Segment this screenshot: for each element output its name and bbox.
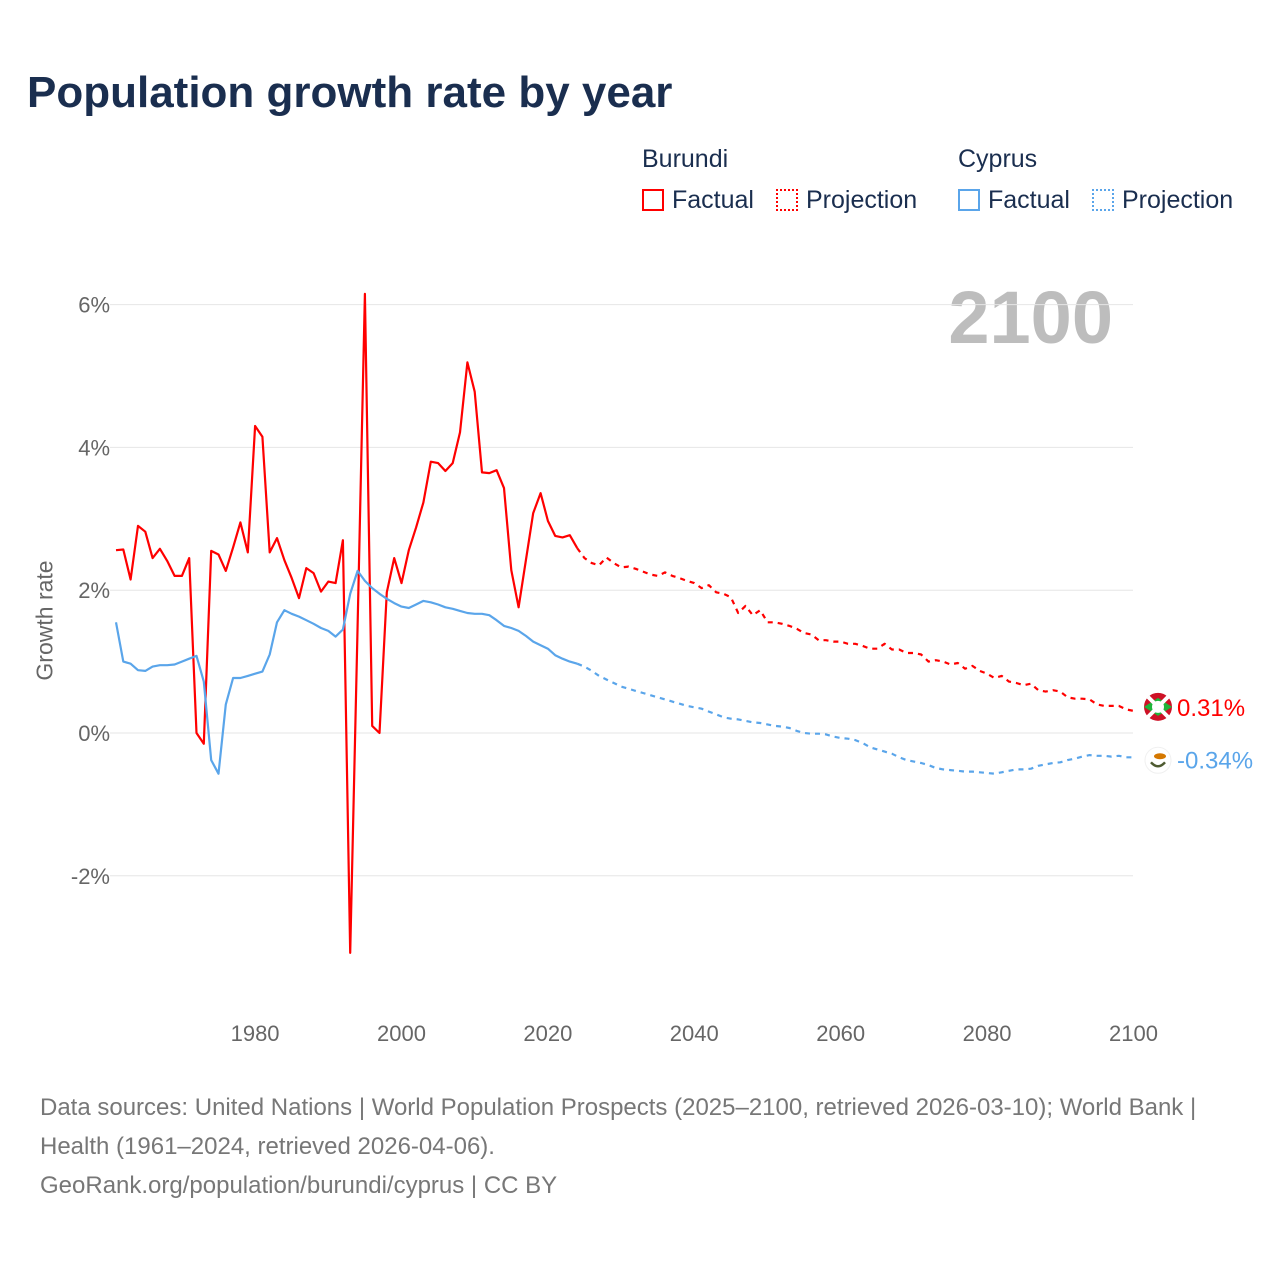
legend-burundi-factual[interactable]: Factual [642,186,754,215]
burundi-projection-line [576,547,1134,712]
burundi-end-label: 0.31% [1177,695,1245,722]
legend-label: Factual [988,186,1070,214]
legend-group-cyprus: Cyprus [958,145,1038,173]
data-source-note: Data sources: United Nations | World Pop… [40,1088,1240,1205]
x-tick-label: 2100 [1109,1021,1158,1046]
cyprus-factual-line [114,569,578,775]
legend-cyprus-projection[interactable]: Projection [1092,186,1233,215]
y-tick-label: -2% [71,864,110,889]
cyprus-projection-line [576,662,1134,775]
x-tick-label: 2060 [816,1021,865,1046]
legend-swatch-dotted [776,189,798,211]
source-line: Data sources: United Nations | World Pop… [40,1094,1197,1160]
x-tick-label: 1980 [231,1021,280,1046]
cyprus-flag-icon [1144,746,1172,774]
burundi-factual-line [115,292,579,955]
legend-burundi-projection[interactable]: Projection [776,186,917,215]
y-tick-label: 2% [78,578,110,603]
legend-label: Projection [1122,186,1234,214]
page-title: Population growth rate by year [27,68,673,117]
legend-cyprus-factual[interactable]: Factual [958,186,1070,215]
x-tick-label: 2020 [523,1021,572,1046]
x-tick-label: 2000 [377,1021,426,1046]
legend-label: Factual [672,186,754,214]
legend-swatch-dotted [1092,189,1114,211]
source-credit: GeoRank.org/population/burundi/cyprus | … [40,1172,558,1199]
y-tick-label: 0% [78,721,110,746]
cyprus-flag-island [1154,753,1166,760]
legend-swatch-solid [958,189,980,211]
burundi-flag-disc [1152,700,1164,713]
cyprus-flag-branches [1150,761,1166,768]
cyprus-end-label: -0.34% [1177,747,1253,774]
legend-group-burundi: Burundi [642,145,729,173]
y-tick-label: 6% [78,293,110,318]
current-year-label: 2100 [948,276,1113,359]
legend-label: Projection [806,186,918,214]
legend-swatch-solid [642,189,664,211]
y-tick-label: 4% [78,435,110,460]
x-tick-label: 2040 [670,1021,719,1046]
x-tick-label: 2080 [963,1021,1012,1046]
